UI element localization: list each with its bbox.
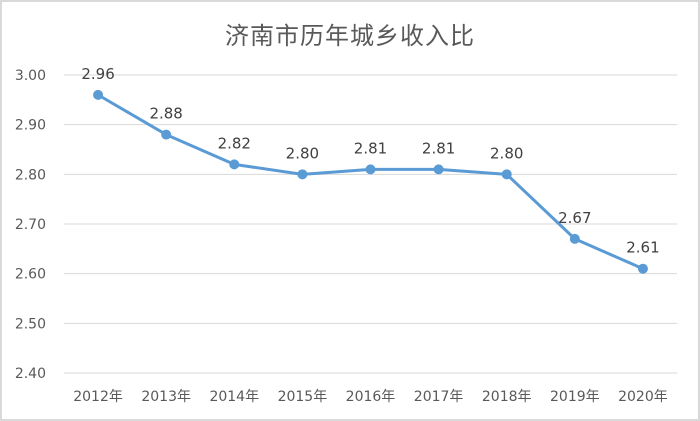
x-tick-label: 2015年	[278, 389, 328, 405]
data-label: 2.81	[422, 139, 455, 157]
y-tick-label: 2.40	[15, 366, 46, 382]
data-point	[365, 164, 376, 175]
y-tick-label: 2.50	[15, 316, 46, 332]
x-tick-label: 2019年	[550, 389, 600, 405]
x-tick-label: 2020年	[618, 389, 668, 405]
x-tick-label: 2017年	[414, 389, 464, 405]
data-label: 2.80	[490, 144, 523, 162]
x-tick-label: 2012年	[73, 389, 123, 405]
y-tick-label: 3.00	[15, 68, 46, 84]
y-tick-label: 2.90	[15, 118, 46, 134]
y-tick-label: 2.60	[15, 267, 46, 283]
data-point	[161, 129, 172, 140]
data-point	[433, 164, 444, 175]
y-tick-label: 2.80	[15, 167, 46, 183]
x-tick-label: 2018年	[482, 389, 532, 405]
data-label: 2.61	[626, 239, 659, 257]
data-point	[569, 233, 580, 244]
data-label: 2.81	[354, 139, 387, 157]
data-point	[297, 169, 308, 180]
data-point	[93, 89, 104, 100]
x-tick-label: 2016年	[346, 389, 396, 405]
data-point	[501, 169, 512, 180]
data-label: 2.80	[286, 144, 319, 162]
data-point	[637, 263, 648, 274]
x-tick-label: 2014年	[209, 389, 259, 405]
data-label: 2.88	[149, 105, 182, 123]
chart-title: 济南市历年城乡收入比	[225, 22, 475, 50]
y-tick-label: 2.70	[15, 217, 46, 233]
data-label: 2.82	[218, 134, 251, 152]
data-label: 2.67	[558, 209, 591, 227]
x-tick-label: 2013年	[141, 389, 191, 405]
data-label: 2.96	[81, 65, 114, 83]
data-point	[229, 159, 240, 170]
